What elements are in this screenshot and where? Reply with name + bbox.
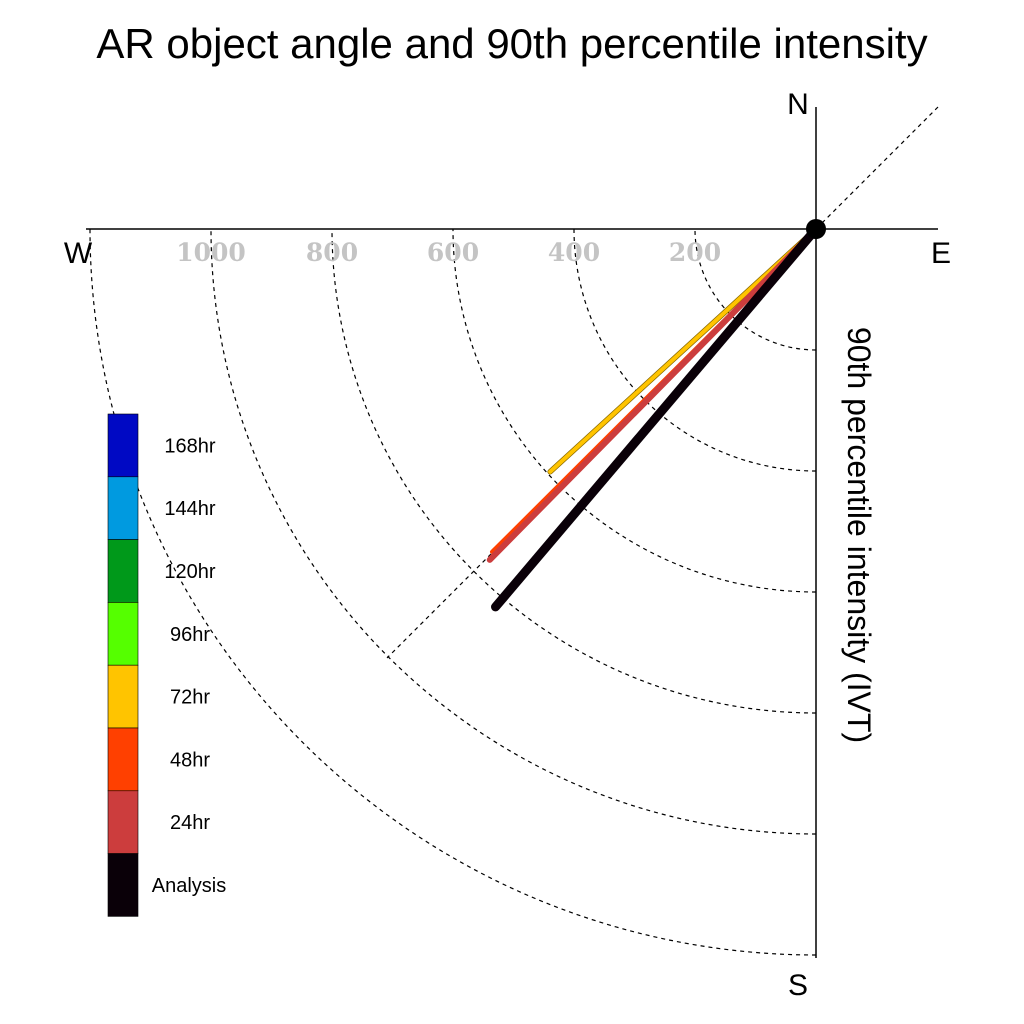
- legend-swatch: [107, 539, 139, 603]
- east-label: E: [931, 237, 951, 270]
- legend-label: 168hr: [164, 435, 215, 457]
- legend-swatch: [107, 413, 139, 478]
- chart-title: AR object angle and 90th percentile inte…: [96, 20, 927, 67]
- radial-axis-label: 90th percentile intensity (IVT): [841, 327, 877, 743]
- legend-label: 96hr: [170, 624, 210, 646]
- vector-72hr: [548, 227, 818, 474]
- tick-label: 600: [427, 238, 479, 267]
- legend-label: 144hr: [164, 498, 215, 520]
- range-ring: [331, 228, 817, 714]
- range-ring: [210, 228, 817, 835]
- tick-label: 200: [669, 238, 721, 267]
- north-label: N: [787, 88, 809, 121]
- radial-tick-labels: 200 400 600 800 1000: [176, 238, 721, 267]
- legend-swatch: [107, 664, 139, 729]
- legend-label: 24hr: [170, 812, 210, 834]
- legend-swatch: [107, 476, 139, 540]
- legend-swatch: [107, 853, 139, 917]
- grid: [86, 106, 939, 958]
- range-ring: [694, 228, 817, 351]
- tick-label: 400: [548, 238, 600, 267]
- legend-swatch: [107, 602, 139, 666]
- vectors: [486, 224, 821, 612]
- legend-swatch: [107, 727, 139, 792]
- legend-label: 48hr: [170, 749, 210, 771]
- outer-ring: [89, 228, 817, 956]
- vector-analysis: [491, 224, 821, 612]
- range-rings: [89, 228, 817, 956]
- tick-label: 1000: [176, 238, 246, 267]
- legend-label: 72hr: [170, 687, 210, 709]
- legend-swatch: [107, 790, 139, 854]
- tick-label: 800: [306, 238, 358, 267]
- legend-label: 120hr: [164, 561, 215, 583]
- vector-24hr: [486, 226, 819, 563]
- diagonal-gridline: [386, 106, 939, 659]
- origin-dot: [806, 219, 826, 239]
- legend-label: Analysis: [152, 875, 226, 897]
- west-label: W: [64, 237, 93, 270]
- south-label: S: [788, 969, 808, 1002]
- legend: 168hr 144hr 120hr 96hr 72hr 48hr 24hr Analysis: [107, 413, 226, 917]
